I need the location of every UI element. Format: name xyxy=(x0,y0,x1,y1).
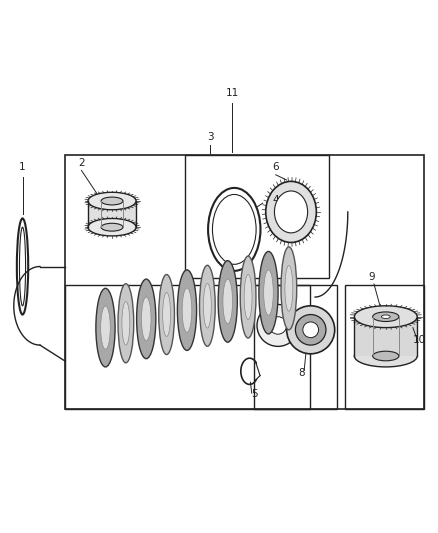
Ellipse shape xyxy=(141,297,151,341)
Ellipse shape xyxy=(137,279,156,359)
Ellipse shape xyxy=(182,288,192,332)
Ellipse shape xyxy=(266,181,316,243)
Ellipse shape xyxy=(177,270,197,350)
Ellipse shape xyxy=(88,219,136,236)
Ellipse shape xyxy=(373,351,399,361)
Text: 6: 6 xyxy=(272,163,279,173)
Ellipse shape xyxy=(101,223,123,231)
Text: 5: 5 xyxy=(251,390,258,399)
Text: 2: 2 xyxy=(78,158,85,168)
Bar xyxy=(65,155,424,409)
Text: 3: 3 xyxy=(207,132,214,142)
Ellipse shape xyxy=(159,274,174,354)
Bar xyxy=(88,201,136,227)
Text: 7: 7 xyxy=(268,274,275,284)
Ellipse shape xyxy=(212,195,256,264)
Ellipse shape xyxy=(257,304,299,346)
Ellipse shape xyxy=(264,270,273,316)
Bar xyxy=(345,285,424,409)
Ellipse shape xyxy=(244,274,252,320)
Text: 4: 4 xyxy=(272,195,279,205)
Text: 10: 10 xyxy=(413,335,426,345)
Ellipse shape xyxy=(240,256,256,338)
Ellipse shape xyxy=(17,219,28,314)
Bar xyxy=(65,285,310,409)
Ellipse shape xyxy=(208,188,261,271)
Ellipse shape xyxy=(203,284,211,328)
Ellipse shape xyxy=(96,288,115,367)
Text: 9: 9 xyxy=(368,272,375,281)
Ellipse shape xyxy=(381,315,390,318)
Ellipse shape xyxy=(118,284,134,363)
Ellipse shape xyxy=(259,252,278,334)
Bar xyxy=(185,155,329,278)
Ellipse shape xyxy=(162,293,170,336)
Text: 11: 11 xyxy=(226,88,239,98)
Ellipse shape xyxy=(354,306,417,328)
Bar xyxy=(254,285,337,409)
Ellipse shape xyxy=(285,265,293,311)
Ellipse shape xyxy=(281,247,297,330)
Ellipse shape xyxy=(295,314,326,345)
Ellipse shape xyxy=(275,191,307,233)
Ellipse shape xyxy=(373,312,399,321)
Ellipse shape xyxy=(354,345,417,367)
Bar xyxy=(354,317,417,356)
Ellipse shape xyxy=(287,306,335,354)
Ellipse shape xyxy=(19,227,25,306)
Ellipse shape xyxy=(88,192,136,210)
Ellipse shape xyxy=(122,302,130,345)
Ellipse shape xyxy=(218,261,237,342)
Ellipse shape xyxy=(303,322,318,338)
Ellipse shape xyxy=(101,197,123,205)
Ellipse shape xyxy=(269,317,287,334)
Text: 1: 1 xyxy=(19,163,26,173)
Text: 8: 8 xyxy=(299,368,305,378)
Ellipse shape xyxy=(223,279,233,324)
Ellipse shape xyxy=(101,306,110,349)
Ellipse shape xyxy=(199,265,215,346)
